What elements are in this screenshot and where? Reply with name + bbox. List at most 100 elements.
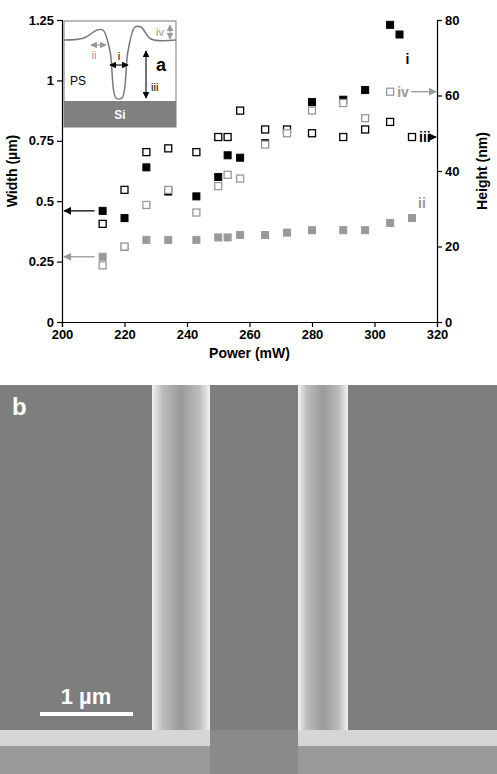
scale-bar (40, 712, 133, 716)
y-tick: 0 (47, 315, 62, 330)
inset-arrow (145, 51, 146, 98)
y-tick-label: 0.75 (29, 133, 54, 148)
x-tick: 220 (114, 322, 136, 342)
series-label: ii (418, 195, 426, 211)
x-tick: 300 (364, 322, 386, 342)
data-point (143, 201, 150, 208)
inset-label: i (118, 50, 120, 62)
inset-arrow (169, 25, 170, 39)
x-axis: 200220240260280300320 (52, 322, 449, 342)
series-label: i (406, 51, 410, 67)
y-tick-label: 0.5 (36, 194, 54, 209)
inset-label: iii (151, 81, 158, 93)
figure: 20022024026028030032000.250.50.7511.2502… (0, 0, 497, 774)
data-point (409, 215, 416, 222)
data-point (284, 229, 291, 236)
data-point (193, 149, 200, 156)
y-tick-label: 0 (47, 315, 54, 330)
x-tick-label: 280 (302, 327, 324, 342)
data-point (224, 152, 231, 159)
x-tick: 240 (177, 322, 199, 342)
inset-label: PS (70, 74, 86, 88)
data-point (262, 232, 269, 239)
data-point (215, 174, 222, 181)
y-tick-label: 0.25 (29, 254, 54, 269)
data-point (99, 262, 106, 269)
data-point (99, 207, 106, 214)
y-tick-mark (57, 80, 62, 81)
data-point (193, 236, 200, 243)
sem-stripe (298, 385, 348, 730)
y-tick-label: 1.25 (29, 13, 54, 28)
data-point (262, 141, 269, 148)
y-axis: 0 0.25 0.5 0.75 1 1.25 (29, 13, 63, 330)
y-tick: 0.25 (29, 254, 62, 269)
x-tick-label: 260 (239, 327, 261, 342)
data-point (284, 130, 291, 137)
data-point (215, 134, 222, 141)
data-point (237, 154, 244, 161)
data-point (262, 126, 269, 133)
y2-axis: 0 20 40 60 80 (437, 13, 459, 330)
sem-trench (210, 730, 298, 774)
inset-arrow (91, 44, 106, 45)
data-point (396, 31, 403, 38)
x-tick-label: 240 (177, 327, 199, 342)
y2-tick-mark (437, 246, 442, 247)
y-tick-mark (57, 322, 62, 323)
data-point (143, 149, 150, 156)
y2-tick: 80 (437, 13, 459, 28)
inset-profile (64, 26, 176, 99)
inset-frame (64, 21, 176, 127)
y-tick-mark (57, 201, 62, 202)
x-tick-label: 200 (52, 327, 74, 342)
data-point (309, 99, 316, 106)
y-tick-mark (57, 262, 62, 263)
data-point (143, 236, 150, 243)
data-point (362, 227, 369, 234)
y2-tick-label: 80 (445, 13, 459, 28)
data-point (224, 171, 231, 178)
inset: PSSiaiiiiiiiv (64, 21, 176, 127)
y2-tick: 20 (437, 239, 459, 254)
y2-tick-label: 60 (445, 88, 459, 103)
y2-tick: 40 (437, 164, 459, 179)
data-point (309, 227, 316, 234)
x-axis-title: Power (mW) (209, 345, 290, 361)
axis-arrow (411, 91, 436, 92)
data-point (224, 234, 231, 241)
sem-image: b1 µm (0, 385, 497, 774)
series-label: iii (419, 129, 431, 145)
inset-substrate (64, 101, 176, 127)
data-point (340, 100, 347, 107)
axis-arrow (430, 136, 436, 137)
data-point (387, 118, 394, 125)
inset-label: iv (156, 26, 164, 38)
y2-tick-label: 0 (445, 315, 452, 330)
y-tick-mark (57, 141, 62, 142)
data-point (362, 126, 369, 133)
y2-tick: 0 (437, 315, 452, 330)
data-point (387, 21, 394, 28)
data-point (121, 215, 128, 222)
data-point (165, 186, 172, 193)
data-point (99, 253, 106, 260)
x-tick: 260 (239, 322, 261, 342)
y2-axis-title: Height (nm) (474, 132, 490, 210)
series-ii (99, 215, 415, 261)
panel-label: a (156, 55, 167, 75)
series-label: iv (397, 84, 409, 100)
y2-tick-mark (437, 20, 442, 21)
y2-tick-mark (437, 322, 442, 323)
x-tick-label: 300 (364, 327, 386, 342)
data-point (362, 115, 369, 122)
axis-arrow (64, 256, 95, 257)
data-point (193, 193, 200, 200)
data-point (215, 183, 222, 190)
data-point (143, 164, 150, 171)
y-tick: 0.5 (36, 194, 62, 209)
data-point (237, 107, 244, 114)
y-tick-label: 1 (47, 73, 54, 88)
panel-label: b (12, 393, 27, 420)
x-tick-label: 220 (114, 327, 136, 342)
